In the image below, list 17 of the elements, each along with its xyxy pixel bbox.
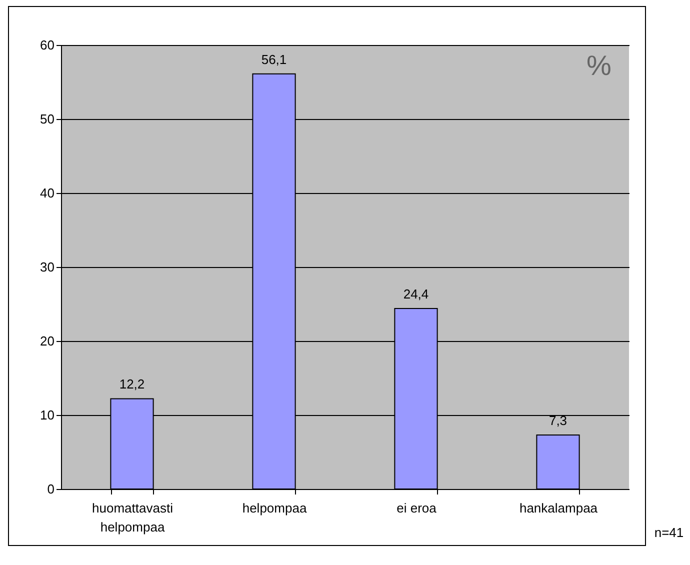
y-tick-label: 0	[47, 482, 54, 496]
data-label: 56,1	[261, 52, 287, 67]
y-tick-label: 10	[40, 408, 54, 422]
x-tick-label: helpompaa	[242, 500, 308, 516]
x-tick-label: ei eroa	[396, 500, 438, 516]
y-tick-label: 30	[40, 260, 54, 274]
data-label: 24,4	[403, 286, 429, 302]
text: n=41	[654, 525, 684, 540]
x-tick-label: hankalampaa	[519, 500, 598, 516]
y-tick-label: 20	[40, 334, 54, 348]
y-tick-label: 60	[40, 38, 54, 52]
data-label: 7,3	[548, 412, 568, 428]
y-tick-label: 40	[40, 186, 54, 200]
y-tick-label: 50	[40, 112, 54, 126]
annotation: %	[586, 50, 612, 81]
data-label: 12,2	[119, 376, 145, 392]
x-tick-label: huomattavasti helpompaa	[92, 500, 174, 534]
